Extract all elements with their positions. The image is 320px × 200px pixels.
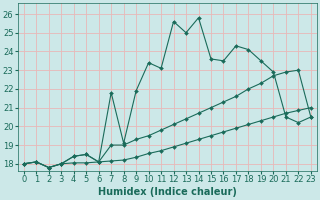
X-axis label: Humidex (Indice chaleur): Humidex (Indice chaleur) [98, 187, 237, 197]
